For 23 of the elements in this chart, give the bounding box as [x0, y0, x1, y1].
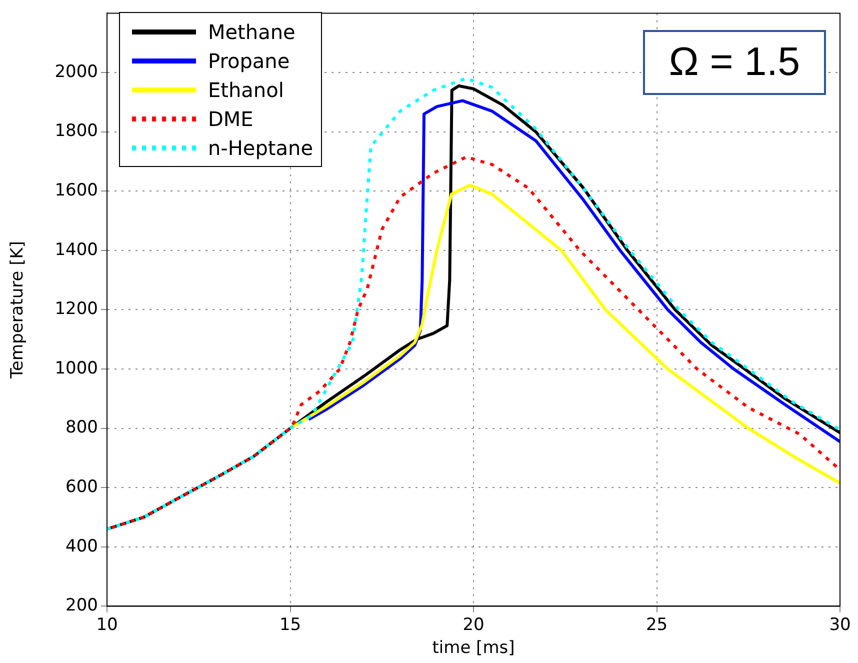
- y-axis-title: Temperature [K]: [8, 240, 28, 380]
- x-axis-title: time [ms]: [432, 638, 515, 658]
- y-tick-label: 200: [66, 596, 98, 616]
- y-tick-label: 1800: [54, 121, 98, 142]
- y-tick-label: 1200: [54, 299, 98, 320]
- y-tick-label: 1400: [54, 240, 98, 260]
- legend-label: Propane: [208, 48, 290, 72]
- legend-label: DME: [208, 106, 254, 130]
- x-tick-label: 30: [829, 614, 851, 635]
- x-tick-label: 10: [96, 614, 118, 635]
- y-tick-label: 600: [66, 477, 98, 498]
- x-tick-label: 20: [462, 614, 484, 635]
- y-tick-label: 1600: [54, 180, 98, 201]
- y-tick-label: 400: [66, 536, 98, 556]
- legend-label: Methane: [208, 20, 296, 44]
- legend-label: Ethanol: [208, 78, 284, 102]
- x-tick-label: 25: [646, 614, 668, 635]
- x-tick-label: 15: [279, 614, 302, 635]
- y-tick-label: 800: [66, 418, 98, 438]
- annotation: Ω = 1.5: [642, 30, 826, 95]
- legend-label: n-Heptane: [208, 136, 314, 160]
- y-tick-label: 2000: [54, 62, 98, 82]
- y-tick-label: 1000: [54, 358, 98, 378]
